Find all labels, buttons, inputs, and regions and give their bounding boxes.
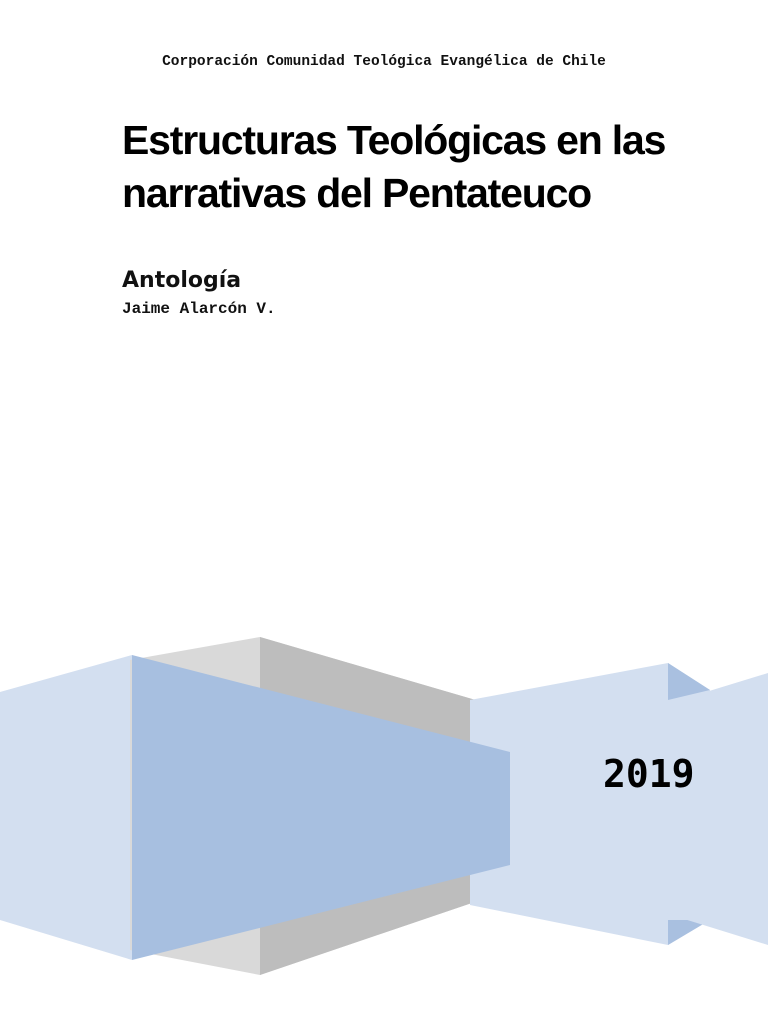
author: Jaime Alarcón V. xyxy=(122,300,276,318)
organization: Corporación Comunidad Teológica Evangéli… xyxy=(162,54,606,70)
title: Estructuras Teológicas en las narrativas… xyxy=(122,117,666,216)
subtitle: Antología xyxy=(122,268,242,293)
year: 2019 xyxy=(603,752,695,796)
